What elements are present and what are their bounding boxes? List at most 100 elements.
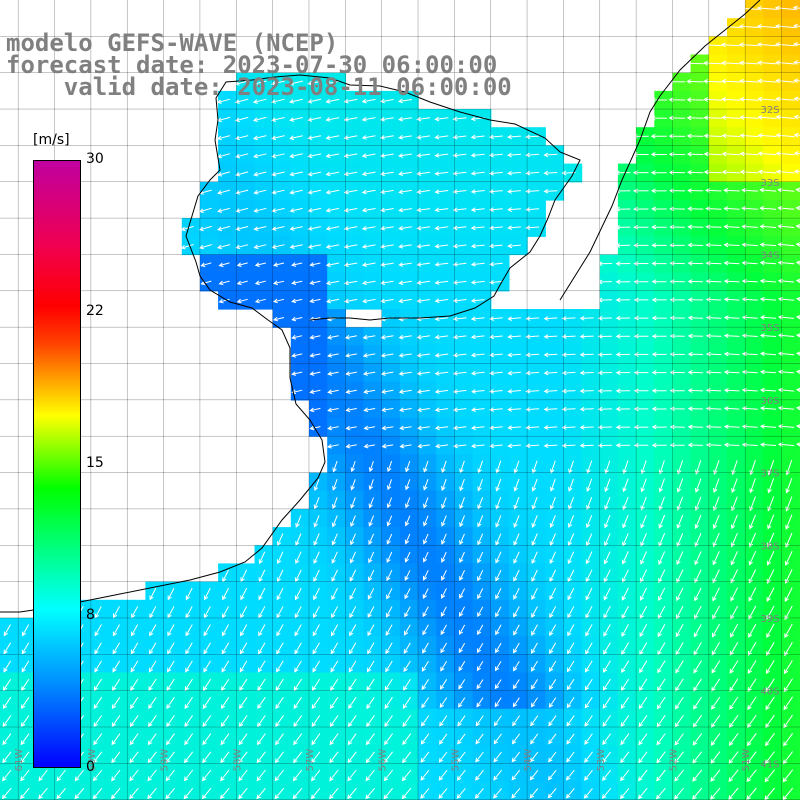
wind-arrow xyxy=(579,370,594,376)
wind-arrow xyxy=(459,533,465,546)
wind-arrow xyxy=(313,533,320,546)
wind-arrow xyxy=(56,787,66,800)
longitude-label: 55W xyxy=(450,749,461,772)
wind-arrow xyxy=(721,151,741,157)
wind-arrow xyxy=(525,388,540,394)
wind-arrow xyxy=(456,769,466,781)
wind-arrow xyxy=(165,787,175,800)
wind-arrow xyxy=(741,224,758,230)
wind-arrow xyxy=(202,696,212,710)
wind-arrow xyxy=(739,115,759,120)
wind-arrow xyxy=(795,260,800,266)
wind-arrow xyxy=(757,60,777,66)
wind-arrow xyxy=(728,733,739,746)
wind-arrow xyxy=(705,388,722,393)
wind-arrow xyxy=(452,243,467,249)
wind-arrow xyxy=(759,205,777,211)
wind-arrow xyxy=(470,407,485,412)
wind-arrow xyxy=(240,606,248,619)
wind-arrow xyxy=(398,225,412,231)
wind-arrow xyxy=(668,170,686,175)
wind-arrow xyxy=(294,642,302,655)
legend-unit: [m/s] xyxy=(33,132,70,148)
wind-arrow xyxy=(759,387,776,393)
wind-arrow xyxy=(416,371,431,376)
wind-arrow xyxy=(495,496,502,510)
wind-arrow xyxy=(603,587,611,601)
wind-arrow xyxy=(458,661,466,672)
wind-arrow xyxy=(583,788,593,799)
wind-arrow xyxy=(311,696,321,710)
wind-arrow xyxy=(723,278,740,284)
wind-arrow xyxy=(712,532,720,548)
wind-arrow xyxy=(687,297,704,303)
wind-arrow xyxy=(130,642,139,655)
wind-arrow xyxy=(309,389,321,394)
wind-arrow xyxy=(710,787,721,800)
wind-arrow xyxy=(313,587,320,601)
wind-arrow xyxy=(687,188,704,193)
wind-arrow xyxy=(531,496,538,510)
wind-arrow xyxy=(651,388,667,394)
wind-arrow xyxy=(710,769,721,782)
wind-arrow xyxy=(775,78,795,84)
wind-arrow xyxy=(747,660,757,674)
wind-arrow xyxy=(713,478,720,493)
wind-arrow xyxy=(434,352,449,358)
wind-arrow xyxy=(759,333,776,338)
wind-arrow xyxy=(343,189,358,195)
wind-arrow xyxy=(292,787,303,800)
wind-arrow xyxy=(494,697,502,708)
wind-arrow xyxy=(401,769,412,782)
wind-arrow xyxy=(638,715,648,728)
wind-arrow xyxy=(167,624,175,637)
wind-arrow xyxy=(217,225,231,232)
wind-arrow xyxy=(343,98,358,104)
wind-arrow xyxy=(686,151,704,157)
wind-arrow xyxy=(639,587,648,601)
wind-arrow xyxy=(604,533,611,547)
wind-arrow xyxy=(147,751,157,764)
latitude-label: 40S xyxy=(760,687,779,698)
wind-arrow xyxy=(416,116,431,122)
wind-arrow xyxy=(603,551,611,565)
wind-arrow xyxy=(619,787,630,800)
wind-arrow xyxy=(93,715,103,728)
wind-arrow xyxy=(93,678,103,692)
wind-arrow xyxy=(729,660,739,674)
wind-arrow xyxy=(585,569,593,583)
wind-arrow xyxy=(525,443,540,449)
wind-arrow xyxy=(379,153,394,158)
wind-arrow xyxy=(184,733,194,746)
longitude-label: 59W xyxy=(160,749,171,772)
wind-arrow xyxy=(398,116,412,122)
wind-arrow xyxy=(495,569,502,582)
wind-arrow xyxy=(705,279,722,284)
wind-arrow xyxy=(235,207,249,213)
wind-arrow xyxy=(258,569,266,583)
wind-arrow xyxy=(129,733,139,746)
wind-arrow xyxy=(3,624,11,637)
wind-arrow xyxy=(584,751,593,763)
wind-arrow xyxy=(452,352,467,358)
wind-arrow xyxy=(741,333,758,339)
longitude-label: 54W xyxy=(523,749,534,772)
wind-arrow xyxy=(566,678,575,691)
wind-arrow xyxy=(331,606,339,619)
wind-arrow xyxy=(470,425,485,431)
wind-arrow xyxy=(687,351,704,357)
wind-arrow xyxy=(549,606,557,619)
wind-arrow xyxy=(238,787,248,800)
wind-arrow xyxy=(312,660,321,673)
wind-arrow xyxy=(615,333,631,339)
wind-arrow xyxy=(475,751,484,763)
wind-arrow xyxy=(361,244,376,249)
wind-arrow xyxy=(309,298,321,304)
wind-arrow xyxy=(543,170,558,176)
wind-arrow xyxy=(759,442,776,448)
wind-arrow xyxy=(489,279,503,285)
wind-arrow xyxy=(22,624,30,637)
wind-arrow xyxy=(112,642,121,655)
wind-arrow xyxy=(420,769,430,781)
wind-arrow xyxy=(218,262,230,268)
